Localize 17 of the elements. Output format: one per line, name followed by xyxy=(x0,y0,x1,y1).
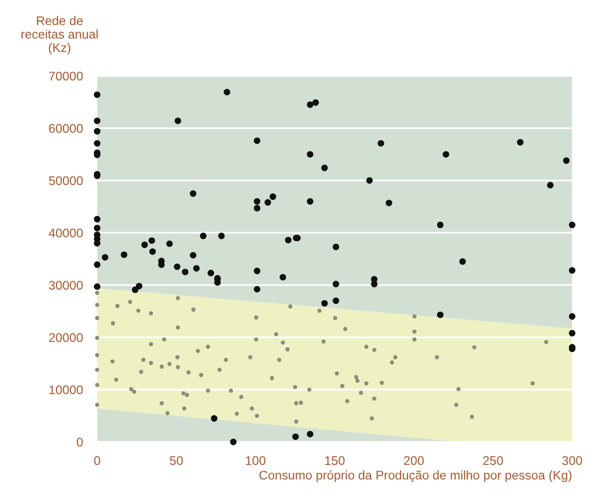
y-tick-label: 60000 xyxy=(49,124,83,133)
y-tick-label: 50000 xyxy=(49,176,83,186)
x-tick-label: 0 xyxy=(94,456,100,466)
x-axis-title: Consumo próprio da Produção de milho por pessoa (Kg) xyxy=(259,470,572,482)
x-tick-label: 200 xyxy=(404,456,424,466)
x-tick-label: 300 xyxy=(562,456,582,466)
x-tick-label: 250 xyxy=(483,456,503,466)
x-tick-label: 150 xyxy=(325,456,345,466)
x-tick-label: 100 xyxy=(246,456,266,466)
y-axis-title: Rede de receitas anual (Kz) xyxy=(22,16,98,55)
y-tick-label: 70000 xyxy=(49,72,83,81)
y-tick-label: 0 xyxy=(76,438,83,447)
y-tick-label: 10000 xyxy=(49,385,83,394)
y-tick-label: 20000 xyxy=(49,333,83,342)
y-tick-label: 40000 xyxy=(48,228,83,238)
x-tick-label: 50 xyxy=(170,456,183,466)
y-tick-label: 30000 xyxy=(48,280,83,290)
